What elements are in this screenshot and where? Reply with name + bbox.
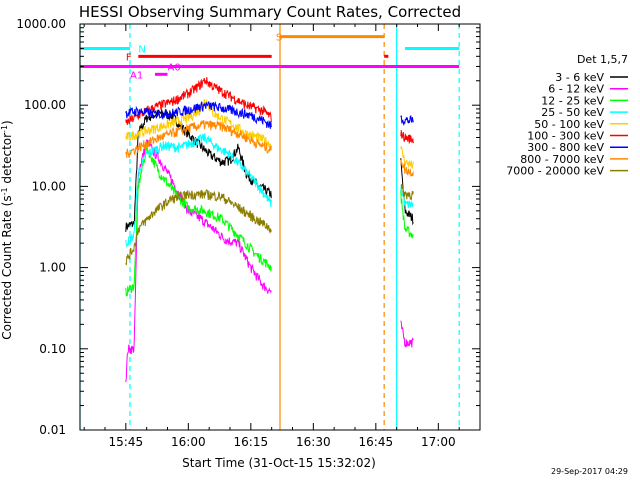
legend-label-3: 25 - 50 keV bbox=[541, 106, 604, 119]
x-tick-label-0: 15:45 bbox=[109, 435, 144, 449]
y-axis-title-mid: detector bbox=[0, 133, 14, 188]
chart-title: HESSI Observing Summary Count Rates, Cor… bbox=[79, 3, 461, 21]
flag-label-5: A0 bbox=[168, 62, 181, 73]
y-tick-label-4: 100.00 bbox=[24, 98, 66, 112]
y-axis-title-main: Corrected Count Rate (s bbox=[0, 195, 14, 339]
y-axis-title-end: ) bbox=[0, 120, 14, 125]
flag-label-2: S bbox=[276, 33, 282, 44]
legend-label-5: 100 - 300 keV bbox=[527, 130, 604, 143]
series-line-1-b bbox=[400, 320, 414, 348]
plot-frame bbox=[79, 23, 481, 431]
flag-label-0: N bbox=[138, 44, 145, 55]
y-tick-label-5: 1000.00 bbox=[16, 17, 66, 31]
x-axis-title: Start Time (31-Oct-15 15:32:02) bbox=[182, 456, 376, 470]
x-tick-label-5: 17:00 bbox=[421, 435, 456, 449]
series-line-2-b bbox=[400, 190, 414, 240]
series-line-3-b bbox=[400, 185, 414, 209]
y-axis-title-sup2: -1 bbox=[0, 125, 9, 133]
x-tick-label-2: 16:15 bbox=[234, 435, 269, 449]
x-tick-label-1: 16:00 bbox=[171, 435, 206, 449]
y-tick-label-0: 0.01 bbox=[39, 423, 66, 437]
x-axis: 15:45 16:00 16:15 16:30 16:45 17:00 bbox=[83, 24, 481, 449]
legend-label-1: 6 - 12 keV bbox=[548, 83, 604, 96]
series-line-8-a bbox=[125, 188, 272, 266]
y-tick-label-1: 0.10 bbox=[39, 342, 66, 356]
legend-title: Det 1,5,7 bbox=[577, 53, 628, 66]
y-axis-title-sup1: -1 bbox=[0, 187, 9, 195]
flag-label-1: F bbox=[126, 52, 132, 63]
legend-label-7: 800 - 7000 keV bbox=[520, 153, 604, 166]
series-line-4-b bbox=[400, 146, 414, 169]
legend-label-0: 3 - 6 keV bbox=[555, 71, 604, 84]
y-tick-label-3: 10.00 bbox=[32, 179, 66, 193]
series-line-5-b bbox=[400, 130, 414, 144]
flag-label-4: A1 bbox=[130, 70, 143, 81]
timestamp: 29-Sep-2017 04:29 bbox=[551, 467, 628, 476]
legend-label-6: 300 - 800 keV bbox=[527, 141, 604, 154]
legend-label-4: 50 - 100 keV bbox=[534, 118, 604, 131]
series-line-6-a bbox=[125, 101, 272, 129]
y-axis: 0.01 0.10 1.00 10.00 100.00 1000.00 bbox=[16, 17, 480, 437]
series-line-8-b bbox=[400, 184, 414, 201]
y-tick-label-2: 1.00 bbox=[39, 261, 66, 275]
legend-label-2: 12 - 25 keV bbox=[541, 94, 604, 107]
series-line-7-a bbox=[125, 119, 272, 159]
legend-label-8: 7000 - 20000 keV bbox=[506, 165, 604, 178]
series-line-3-a bbox=[125, 133, 272, 248]
series-line-4-a bbox=[125, 98, 272, 151]
series-line-6-b bbox=[400, 115, 414, 126]
y-axis-title: Corrected Count Rate (s-1 detector-1) bbox=[0, 120, 14, 339]
x-tick-label-4: 16:45 bbox=[359, 435, 394, 449]
series-line-2-a bbox=[125, 143, 272, 297]
x-tick-label-3: 16:30 bbox=[296, 435, 331, 449]
plot-area: NF S A1 A0 bbox=[79, 24, 460, 430]
series-line-7-b bbox=[400, 159, 414, 177]
